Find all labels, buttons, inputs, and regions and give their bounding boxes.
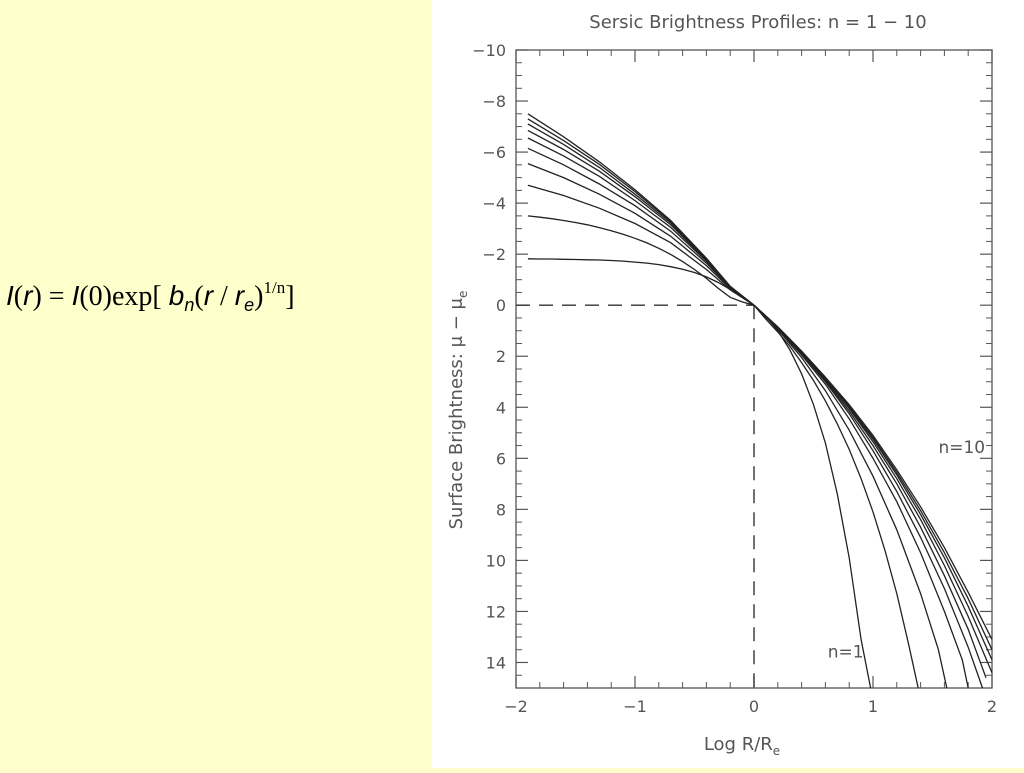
profile-line-n1 — [527, 258, 872, 689]
profile-line-n10 — [527, 113, 993, 640]
profile-line-n7 — [527, 129, 993, 673]
profile-line-n4 — [527, 162, 969, 689]
formula-intensity-symbol: I — [6, 280, 14, 311]
formula-n-subscript: n — [184, 295, 195, 315]
formula-paren: ) — [32, 281, 42, 312]
profile-line-n9 — [527, 118, 993, 650]
formula-slash: / — [213, 281, 235, 312]
series-annotation: n=1 — [828, 642, 864, 662]
y-tick-label: −10 — [472, 41, 506, 60]
chart-title: Sersic Brightness Profiles: n = 1 − 10 — [589, 12, 926, 33]
formula-intensity-symbol: I — [71, 280, 80, 311]
formula-radius-symbol: r — [203, 280, 214, 311]
formula-paren: ( — [194, 281, 204, 312]
formula-exponent: 1/n — [263, 278, 286, 297]
profile-line-n5 — [527, 147, 984, 689]
reference-lines — [516, 304, 755, 688]
y-tick-label: 14 — [486, 653, 506, 672]
annotations: n=10 n=1 — [828, 438, 985, 662]
series-group — [527, 113, 993, 689]
formula-equals: = — [41, 281, 72, 312]
x-tick-label: 1 — [868, 697, 878, 716]
formula-e-subscript: e — [244, 295, 255, 315]
x-axis-label: Log R/Re — [704, 734, 780, 758]
y-tick-label: −2 — [482, 245, 506, 264]
formula-b-symbol: b — [168, 280, 185, 311]
y-tick-label: −8 — [482, 92, 506, 111]
profile-line-n6 — [527, 137, 987, 679]
x-tick-label: 2 — [987, 697, 997, 716]
y-tick-label: 4 — [496, 398, 506, 417]
profile-line-n2 — [527, 215, 919, 689]
formula-paren: ) — [254, 281, 264, 312]
series-annotation: n=10 — [938, 438, 985, 458]
sersic-profile-chart: Sersic Brightness Profiles: n = 1 − 10 −… — [446, 12, 997, 758]
y-tick-label: −4 — [482, 194, 506, 213]
formula-radius-symbol: r — [234, 280, 245, 311]
formula-radius-symbol: r — [23, 280, 33, 311]
y-axis: −10 −8 −6 −4 −2 0 2 4 6 8 10 12 14 — [472, 41, 992, 689]
sersic-formula: I(r) = I(0)exp[ bn(r / re)1/n] — [6, 278, 295, 316]
x-tick-label: 0 — [749, 697, 759, 716]
chart-panel: Sersic Brightness Profiles: n = 1 − 10 −… — [432, 0, 1024, 768]
profile-line-n8 — [527, 123, 993, 661]
y-tick-label: 6 — [496, 449, 506, 468]
y-tick-label: 8 — [496, 500, 506, 519]
y-tick-label: 2 — [496, 347, 506, 366]
x-tick-label: −2 — [504, 697, 528, 716]
x-tick-label: −1 — [623, 697, 647, 716]
formula-zero-arg: (0) — [79, 281, 112, 312]
formula-paren: ( — [13, 281, 24, 312]
formula-bracket: ] — [285, 281, 295, 312]
y-tick-label: −6 — [482, 143, 506, 162]
profile-line-n3 — [527, 184, 948, 689]
y-axis-label: Surface Brightness: μ − μe — [446, 291, 470, 530]
x-axis: −2 −1 0 1 2 — [504, 50, 997, 716]
formula-exp: exp[ — [112, 281, 169, 312]
y-tick-label: 0 — [496, 296, 506, 315]
y-tick-label: 10 — [486, 551, 506, 570]
formula-panel: I(r) = I(0)exp[ bn(r / re)1/n] — [0, 0, 432, 768]
y-tick-label: 12 — [486, 602, 506, 621]
